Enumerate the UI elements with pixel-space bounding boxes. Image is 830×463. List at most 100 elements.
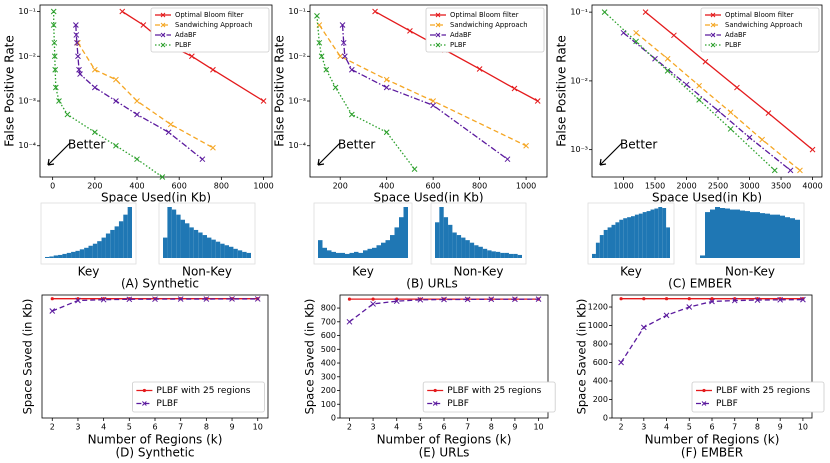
point bbox=[100, 296, 107, 303]
legend-label: PLBF bbox=[716, 399, 738, 409]
hist-bar bbox=[340, 252, 345, 258]
legend-marker bbox=[435, 22, 441, 28]
point bbox=[687, 297, 691, 301]
point bbox=[348, 111, 355, 118]
hist-bar bbox=[775, 214, 780, 258]
x-tick-label: 7 bbox=[178, 423, 183, 432]
hist-title: Key bbox=[620, 265, 642, 279]
hist-bar bbox=[487, 250, 492, 258]
series-line bbox=[635, 32, 801, 171]
x-axis-label: Space Used(in Kb) bbox=[101, 191, 211, 205]
legend-marker bbox=[432, 401, 438, 406]
point bbox=[727, 126, 734, 132]
point bbox=[535, 296, 542, 302]
x-tick-label: 2 bbox=[619, 423, 624, 432]
point bbox=[633, 29, 639, 36]
point bbox=[76, 66, 82, 73]
hist-bar bbox=[715, 207, 720, 258]
point bbox=[64, 111, 71, 118]
y-tick-label: 0 bbox=[603, 414, 608, 423]
point bbox=[52, 66, 59, 73]
y-tick-label: 800 bbox=[321, 304, 336, 313]
legend-marker bbox=[160, 22, 166, 28]
x-tick-label: 10 bbox=[798, 423, 808, 432]
point bbox=[318, 53, 325, 60]
hist-bar bbox=[167, 207, 172, 258]
legend-marker bbox=[435, 12, 441, 18]
legend-box bbox=[150, 7, 270, 53]
hist-bar bbox=[615, 222, 620, 258]
hist-bar bbox=[79, 249, 85, 258]
point bbox=[49, 308, 56, 314]
point bbox=[696, 82, 702, 89]
point bbox=[488, 296, 495, 303]
x-tick-label: 4000 bbox=[802, 182, 822, 191]
hist-bar bbox=[246, 252, 251, 258]
hist-bar bbox=[394, 227, 399, 258]
hist-bar bbox=[760, 213, 765, 258]
y-tick-label: 10⁻³ bbox=[18, 97, 36, 106]
x-tick-label: 1000 bbox=[253, 182, 273, 191]
y-tick-label: 10⁻¹ bbox=[18, 7, 36, 16]
point bbox=[797, 167, 803, 174]
y-tick-label: 100 bbox=[321, 400, 336, 409]
annotation: Better bbox=[620, 138, 657, 152]
hist-bar bbox=[700, 255, 705, 258]
point bbox=[504, 156, 511, 163]
hist-bar bbox=[500, 252, 505, 258]
x-tick-label: 9 bbox=[778, 423, 783, 432]
hist-bar bbox=[595, 242, 600, 258]
hist-bar bbox=[198, 232, 203, 258]
point bbox=[74, 39, 80, 46]
x-tick-label: 400 bbox=[379, 182, 394, 191]
hist-bar bbox=[327, 250, 332, 258]
x-tick-label: 2000 bbox=[676, 182, 696, 191]
legend-label: PLBF with 25 regions bbox=[156, 386, 250, 396]
legend-marker bbox=[710, 32, 716, 38]
point bbox=[73, 32, 80, 38]
hist-bar bbox=[322, 247, 327, 258]
hist-bar bbox=[745, 211, 750, 258]
hist-bar bbox=[49, 256, 54, 258]
hist-bar bbox=[725, 208, 730, 258]
y-tick-label: 10⁻² bbox=[18, 52, 36, 61]
point bbox=[800, 296, 806, 303]
hist-bar bbox=[478, 246, 483, 258]
y-tick-label: 10⁻¹ bbox=[288, 7, 306, 16]
point bbox=[113, 142, 119, 149]
y-tick-label: 1000 bbox=[588, 321, 608, 330]
hist-bar bbox=[619, 219, 624, 258]
hist-bar bbox=[224, 245, 229, 258]
point bbox=[476, 66, 483, 72]
hist-bar bbox=[180, 219, 185, 258]
point bbox=[210, 66, 216, 73]
legend-marker bbox=[142, 401, 147, 406]
annotation-arrow bbox=[317, 142, 341, 166]
hist-bar bbox=[720, 208, 725, 258]
plot-frame bbox=[309, 4, 548, 178]
x-tick-label: 4 bbox=[394, 423, 399, 432]
point bbox=[77, 71, 83, 77]
point bbox=[371, 297, 375, 301]
legend-marker bbox=[433, 388, 437, 393]
legend-label: PLBF bbox=[156, 399, 178, 409]
point bbox=[316, 39, 323, 46]
legend-label: PLBF bbox=[175, 41, 192, 49]
hist-bar bbox=[336, 252, 341, 258]
x-tick-label: 1500 bbox=[645, 182, 665, 191]
hist-title: Non-Key bbox=[725, 265, 775, 279]
point bbox=[337, 53, 344, 60]
point bbox=[75, 53, 81, 60]
x-tick-label: 1000 bbox=[613, 182, 633, 191]
x-tick-label: 8 bbox=[755, 423, 760, 432]
point bbox=[746, 134, 753, 141]
point bbox=[229, 296, 235, 302]
point bbox=[709, 298, 715, 305]
hist-bar bbox=[650, 209, 655, 258]
point bbox=[383, 84, 390, 91]
point bbox=[340, 39, 347, 46]
hist-bar bbox=[755, 212, 760, 258]
plot-frame bbox=[591, 4, 823, 178]
point bbox=[511, 85, 518, 92]
point bbox=[126, 296, 133, 303]
